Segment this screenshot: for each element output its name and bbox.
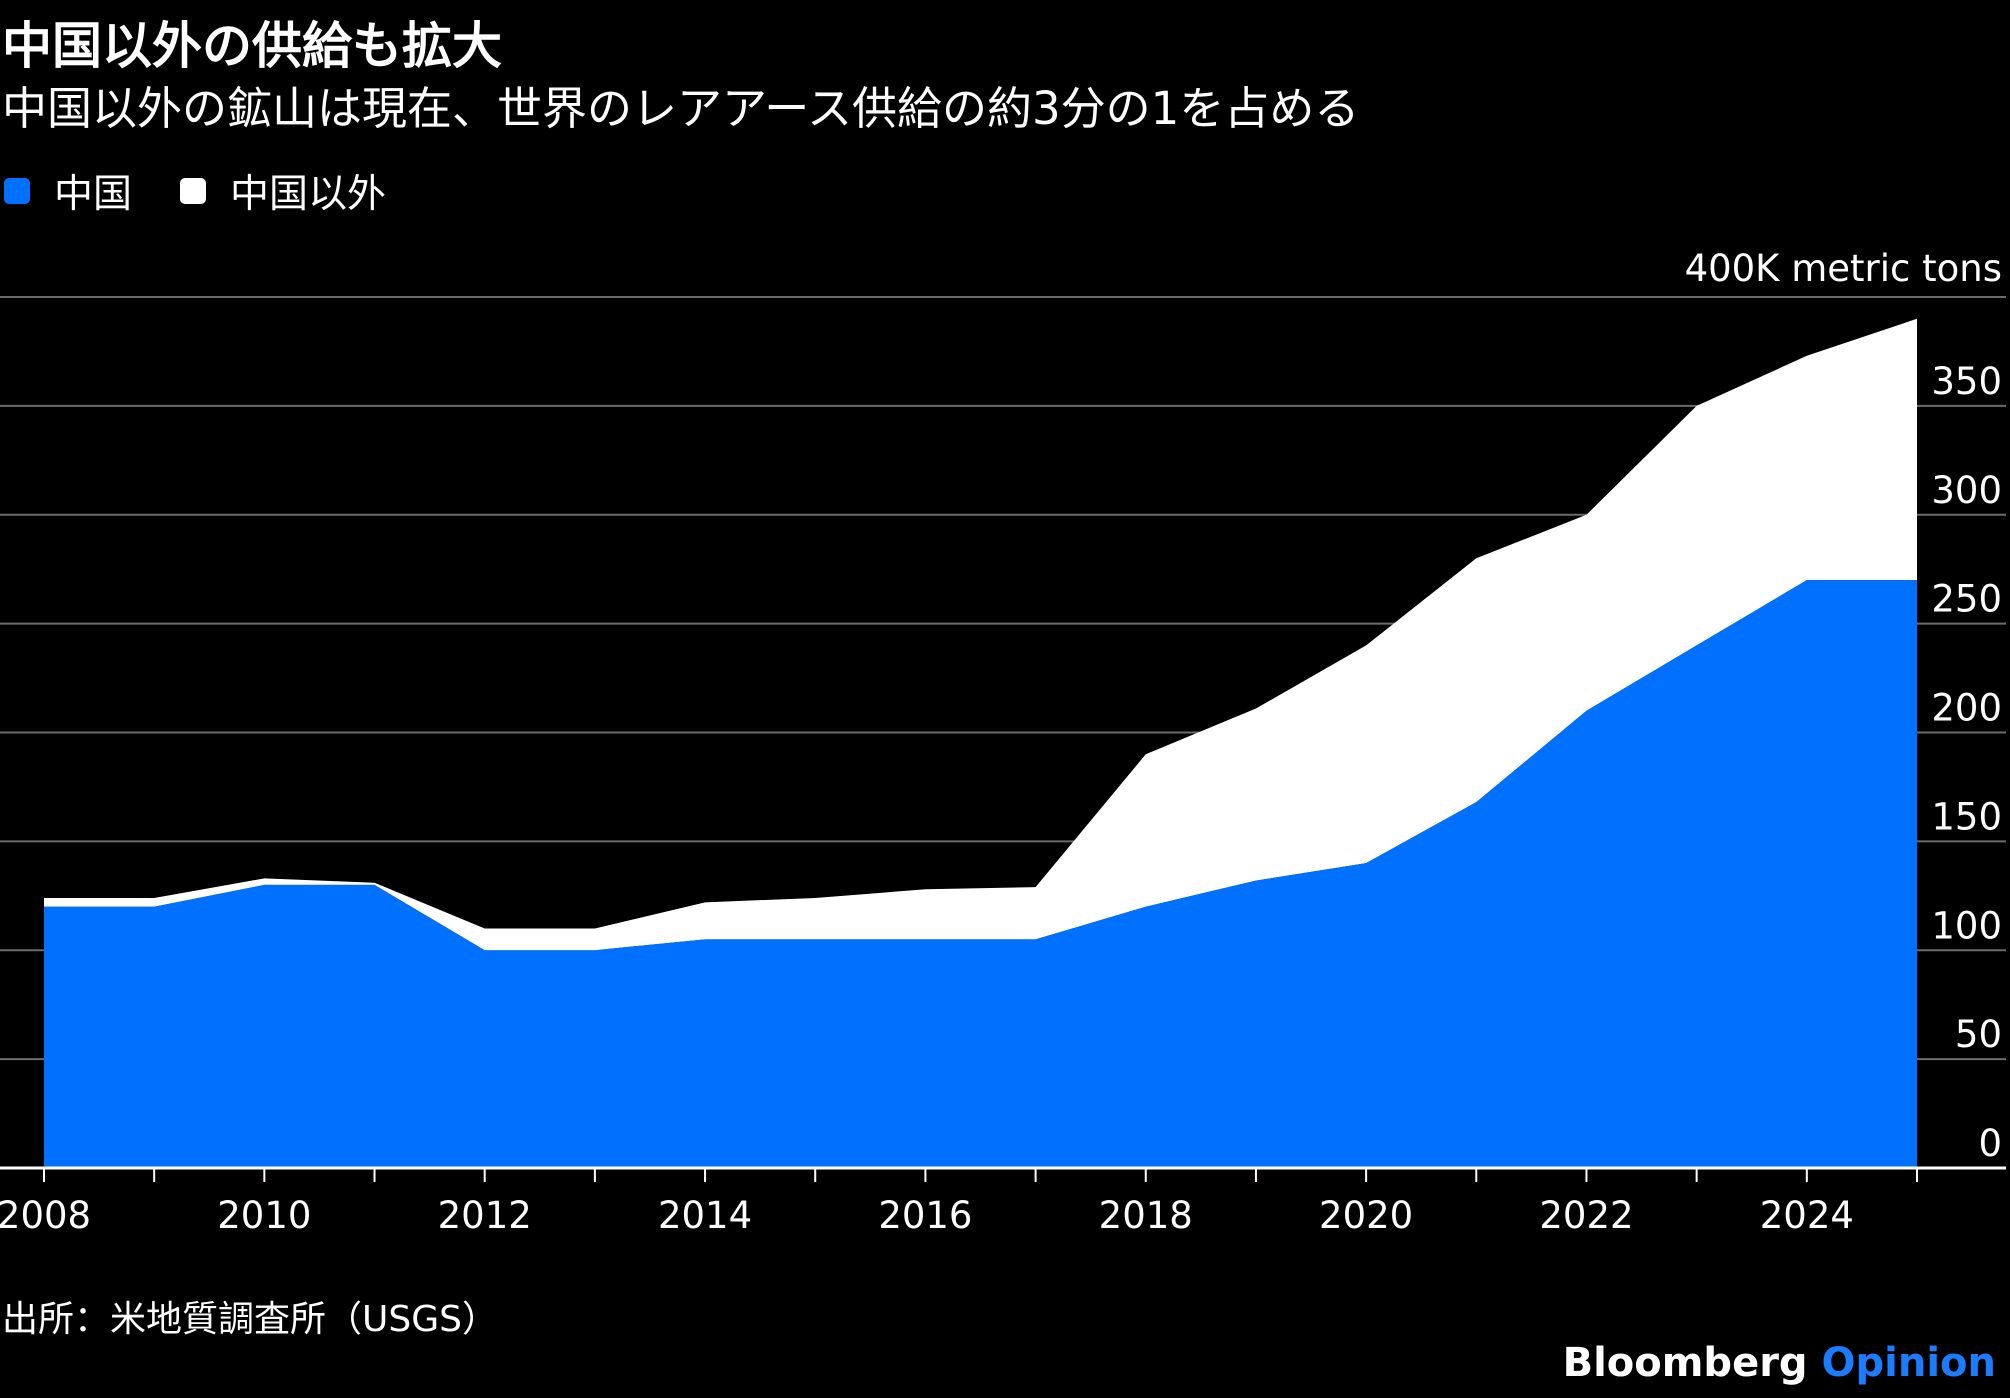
chart-title: 中国以外の供給も拡大	[2, 17, 502, 75]
legend-label-china: 中国	[54, 172, 133, 217]
x-tick-label-2022: 2022	[1539, 1194, 1633, 1237]
series-area-china	[44, 580, 1917, 1168]
series-area-non-china	[44, 318, 1917, 951]
source-note: 出所：米地質調査所（USGS）	[2, 1299, 498, 1340]
y-tick-label-100: 100	[1931, 904, 2002, 947]
y-tick-label-350: 350	[1931, 360, 2002, 403]
y-tick-label-200: 200	[1931, 687, 2002, 730]
x-tick-label-2012: 2012	[438, 1194, 532, 1237]
y-tick-label-50: 50	[1955, 1013, 2002, 1056]
x-tick-label-2020: 2020	[1319, 1194, 1413, 1237]
y-axis-unit-label: 400K metric tons	[1685, 247, 2002, 290]
x-tick-label-2024: 2024	[1760, 1194, 1854, 1237]
chart-subtitle: 中国以外の鉱山は現在、世界のレアアース供給の約3分の1を占める	[2, 82, 1360, 135]
x-tick-label-2014: 2014	[658, 1194, 752, 1237]
x-tick-label-2016: 2016	[878, 1194, 972, 1237]
y-tick-label-250: 250	[1931, 578, 2002, 621]
legend-label-non-china: 中国以外	[230, 172, 387, 217]
legend-swatch-china	[4, 178, 30, 204]
legend-swatch-non-china	[180, 178, 207, 204]
brand-name: Bloomberg	[1562, 1340, 1808, 1386]
y-tick-label-0: 0	[1978, 1122, 2002, 1165]
legend-item-non-china: 中国以外	[180, 163, 386, 219]
y-tick-label-300: 300	[1931, 469, 2002, 512]
x-tick-label-2010: 2010	[217, 1194, 311, 1237]
x-tick-label-2008: 2008	[0, 1194, 91, 1237]
x-tick-label-2018: 2018	[1099, 1194, 1193, 1237]
legend: 中国 中国以外	[4, 163, 434, 219]
brand-logo: Bloomberg Opinion	[1563, 1340, 1996, 1386]
y-tick-label-150: 150	[1931, 795, 2002, 838]
legend-item-china: 中国	[4, 163, 132, 219]
brand-suffix: Opinion	[1821, 1340, 1997, 1386]
